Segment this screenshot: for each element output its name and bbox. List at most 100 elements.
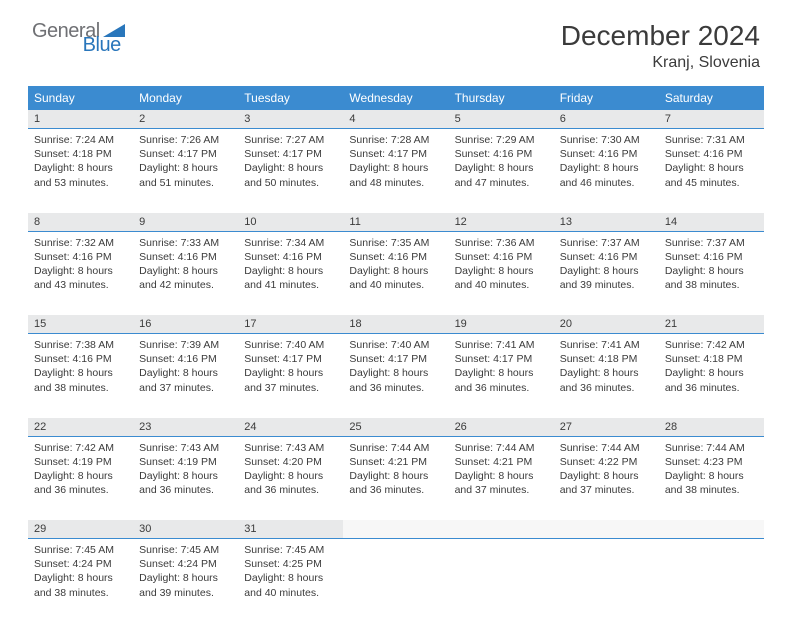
day-number-label: 27 bbox=[554, 418, 659, 436]
day-cell: Sunrise: 7:36 AMSunset: 4:16 PMDaylight:… bbox=[449, 231, 554, 315]
day-number: 30 bbox=[133, 520, 238, 539]
day-details: Sunrise: 7:44 AMSunset: 4:23 PMDaylight:… bbox=[659, 437, 764, 504]
empty-day-cell bbox=[659, 539, 764, 623]
day-number: 6 bbox=[554, 110, 659, 129]
day-details: Sunrise: 7:38 AMSunset: 4:16 PMDaylight:… bbox=[28, 334, 133, 401]
calendar-table: SundayMondayTuesdayWednesdayThursdayFrid… bbox=[28, 86, 764, 623]
day-number-label: 4 bbox=[343, 110, 448, 128]
day-cell: Sunrise: 7:45 AMSunset: 4:24 PMDaylight:… bbox=[28, 539, 133, 623]
day-number-label: 31 bbox=[238, 520, 343, 538]
day-details: Sunrise: 7:45 AMSunset: 4:24 PMDaylight:… bbox=[133, 539, 238, 606]
day-number-row: 15161718192021 bbox=[28, 315, 764, 334]
day-details: Sunrise: 7:42 AMSunset: 4:19 PMDaylight:… bbox=[28, 437, 133, 504]
day-number-label: 29 bbox=[28, 520, 133, 538]
day-cell: Sunrise: 7:24 AMSunset: 4:18 PMDaylight:… bbox=[28, 129, 133, 213]
day-details: Sunrise: 7:34 AMSunset: 4:16 PMDaylight:… bbox=[238, 232, 343, 299]
day-number-label: 18 bbox=[343, 315, 448, 333]
day-cell: Sunrise: 7:34 AMSunset: 4:16 PMDaylight:… bbox=[238, 231, 343, 315]
day-details: Sunrise: 7:24 AMSunset: 4:18 PMDaylight:… bbox=[28, 129, 133, 196]
empty-day-number bbox=[343, 520, 448, 539]
day-cell: Sunrise: 7:43 AMSunset: 4:19 PMDaylight:… bbox=[133, 436, 238, 520]
day-details: Sunrise: 7:41 AMSunset: 4:18 PMDaylight:… bbox=[554, 334, 659, 401]
day-cell: Sunrise: 7:29 AMSunset: 4:16 PMDaylight:… bbox=[449, 129, 554, 213]
day-number: 23 bbox=[133, 418, 238, 437]
day-cell: Sunrise: 7:42 AMSunset: 4:19 PMDaylight:… bbox=[28, 436, 133, 520]
day-number-label: 5 bbox=[449, 110, 554, 128]
location: Kranj, Slovenia bbox=[561, 54, 760, 72]
day-details: Sunrise: 7:27 AMSunset: 4:17 PMDaylight:… bbox=[238, 129, 343, 196]
day-details: Sunrise: 7:39 AMSunset: 4:16 PMDaylight:… bbox=[133, 334, 238, 401]
day-details: Sunrise: 7:43 AMSunset: 4:19 PMDaylight:… bbox=[133, 437, 238, 504]
day-number: 8 bbox=[28, 213, 133, 232]
day-cell: Sunrise: 7:33 AMSunset: 4:16 PMDaylight:… bbox=[133, 231, 238, 315]
day-number-label: 17 bbox=[238, 315, 343, 333]
day-details: Sunrise: 7:28 AMSunset: 4:17 PMDaylight:… bbox=[343, 129, 448, 196]
day-details: Sunrise: 7:36 AMSunset: 4:16 PMDaylight:… bbox=[449, 232, 554, 299]
day-number: 9 bbox=[133, 213, 238, 232]
day-number: 24 bbox=[238, 418, 343, 437]
day-number: 3 bbox=[238, 110, 343, 129]
day-cell: Sunrise: 7:41 AMSunset: 4:18 PMDaylight:… bbox=[554, 334, 659, 418]
day-cell: Sunrise: 7:39 AMSunset: 4:16 PMDaylight:… bbox=[133, 334, 238, 418]
weekday-header: Wednesday bbox=[343, 86, 448, 110]
day-number: 13 bbox=[554, 213, 659, 232]
day-cell: Sunrise: 7:45 AMSunset: 4:24 PMDaylight:… bbox=[133, 539, 238, 623]
empty-day-cell bbox=[343, 539, 448, 623]
weekday-header: Tuesday bbox=[238, 86, 343, 110]
day-details: Sunrise: 7:44 AMSunset: 4:21 PMDaylight:… bbox=[343, 437, 448, 504]
day-number-label: 28 bbox=[659, 418, 764, 436]
day-number-label: 8 bbox=[28, 213, 133, 231]
weekday-header: Monday bbox=[133, 86, 238, 110]
day-details: Sunrise: 7:37 AMSunset: 4:16 PMDaylight:… bbox=[659, 232, 764, 299]
day-number: 17 bbox=[238, 315, 343, 334]
day-number: 22 bbox=[28, 418, 133, 437]
day-number: 19 bbox=[449, 315, 554, 334]
day-details: Sunrise: 7:30 AMSunset: 4:16 PMDaylight:… bbox=[554, 129, 659, 196]
day-cell: Sunrise: 7:40 AMSunset: 4:17 PMDaylight:… bbox=[343, 334, 448, 418]
day-cell: Sunrise: 7:28 AMSunset: 4:17 PMDaylight:… bbox=[343, 129, 448, 213]
day-number-label: 7 bbox=[659, 110, 764, 128]
day-number-label: 14 bbox=[659, 213, 764, 231]
day-number-label: 1 bbox=[28, 110, 133, 128]
day-number: 25 bbox=[343, 418, 448, 437]
day-cell: Sunrise: 7:31 AMSunset: 4:16 PMDaylight:… bbox=[659, 129, 764, 213]
day-number: 29 bbox=[28, 520, 133, 539]
day-number: 26 bbox=[449, 418, 554, 437]
day-number-label: 26 bbox=[449, 418, 554, 436]
empty-day-cell bbox=[554, 539, 659, 623]
day-content-row: Sunrise: 7:32 AMSunset: 4:16 PMDaylight:… bbox=[28, 231, 764, 315]
day-cell: Sunrise: 7:40 AMSunset: 4:17 PMDaylight:… bbox=[238, 334, 343, 418]
day-details: Sunrise: 7:40 AMSunset: 4:17 PMDaylight:… bbox=[238, 334, 343, 401]
day-cell: Sunrise: 7:43 AMSunset: 4:20 PMDaylight:… bbox=[238, 436, 343, 520]
day-number-label: 10 bbox=[238, 213, 343, 231]
weekday-header-row: SundayMondayTuesdayWednesdayThursdayFrid… bbox=[28, 86, 764, 110]
day-cell: Sunrise: 7:45 AMSunset: 4:25 PMDaylight:… bbox=[238, 539, 343, 623]
day-number: 1 bbox=[28, 110, 133, 129]
day-cell: Sunrise: 7:44 AMSunset: 4:21 PMDaylight:… bbox=[343, 436, 448, 520]
day-number-label: 30 bbox=[133, 520, 238, 538]
day-content-row: Sunrise: 7:38 AMSunset: 4:16 PMDaylight:… bbox=[28, 334, 764, 418]
empty-day-number bbox=[554, 520, 659, 539]
day-number-label: 3 bbox=[238, 110, 343, 128]
weekday-header: Friday bbox=[554, 86, 659, 110]
day-details: Sunrise: 7:33 AMSunset: 4:16 PMDaylight:… bbox=[133, 232, 238, 299]
header: General Blue December 2024 Kranj, Sloven… bbox=[0, 0, 792, 80]
day-content-row: Sunrise: 7:45 AMSunset: 4:24 PMDaylight:… bbox=[28, 539, 764, 623]
day-number-label: 20 bbox=[554, 315, 659, 333]
day-number-label: 9 bbox=[133, 213, 238, 231]
logo-text-2: Blue bbox=[83, 34, 121, 57]
day-details: Sunrise: 7:42 AMSunset: 4:18 PMDaylight:… bbox=[659, 334, 764, 401]
day-number-label: 24 bbox=[238, 418, 343, 436]
day-cell: Sunrise: 7:38 AMSunset: 4:16 PMDaylight:… bbox=[28, 334, 133, 418]
day-number-label: 11 bbox=[343, 213, 448, 231]
day-number-label: 15 bbox=[28, 315, 133, 333]
title-block: December 2024 Kranj, Slovenia bbox=[561, 20, 760, 72]
day-cell: Sunrise: 7:32 AMSunset: 4:16 PMDaylight:… bbox=[28, 231, 133, 315]
day-number-label: 2 bbox=[133, 110, 238, 128]
day-number-label: 6 bbox=[554, 110, 659, 128]
day-number-label: 25 bbox=[343, 418, 448, 436]
day-number: 18 bbox=[343, 315, 448, 334]
day-number-label: 16 bbox=[133, 315, 238, 333]
day-number-label: 23 bbox=[133, 418, 238, 436]
day-number: 11 bbox=[343, 213, 448, 232]
